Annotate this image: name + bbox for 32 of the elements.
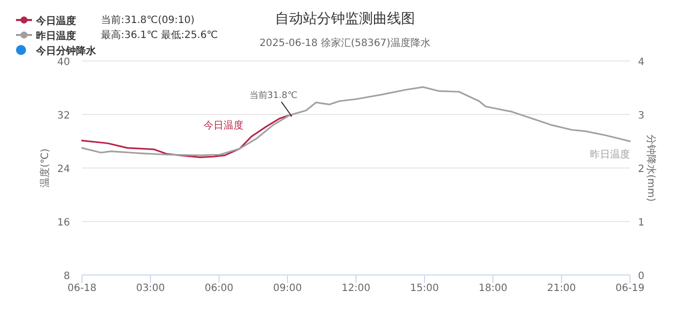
text: 昨日温度 bbox=[590, 149, 630, 160]
y2-tick-label: 0 bbox=[638, 271, 644, 282]
legend-label: 今日温度 bbox=[35, 15, 76, 27]
y-tick-label: 24 bbox=[57, 164, 70, 175]
y-tick-label: 16 bbox=[57, 218, 70, 228]
x-tick-label: 06:00 bbox=[204, 283, 234, 294]
x-tick-label: 03:00 bbox=[136, 283, 165, 294]
y-tick-label: 40 bbox=[57, 57, 70, 68]
y2-axis-title: 分钟降水(mm) bbox=[645, 134, 657, 202]
chart-title: 自动站分钟监测曲线图 bbox=[275, 11, 415, 27]
y2-tick-label: 1 bbox=[638, 218, 644, 228]
x-tick-label: 06-19 bbox=[615, 283, 645, 294]
x-tick-label: 12:00 bbox=[342, 283, 370, 294]
y2-tick-label: 3 bbox=[638, 110, 644, 122]
x-tick-label: 15:00 bbox=[410, 283, 439, 294]
x-tick-label: 06-18 bbox=[67, 283, 97, 294]
x-tick-label: 21:00 bbox=[547, 283, 576, 294]
text: 最高:36.1℃ 最低:25.6℃ bbox=[101, 29, 218, 41]
legend-label: 昨日温度 bbox=[36, 30, 76, 42]
chart-subtitle: 2025-06-18 徐家汇(58367)温度降水 bbox=[260, 37, 430, 49]
annotation: 当前31.8℃ bbox=[249, 90, 298, 101]
y2-tick-label: 4 bbox=[638, 57, 644, 68]
line-series bbox=[81, 114, 292, 158]
y-axis-title: 温度(℃) bbox=[39, 148, 51, 188]
x-tick-label: 18:00 bbox=[478, 283, 508, 294]
y-tick-label: 8 bbox=[64, 271, 70, 282]
legend-label: 今日分钟降水 bbox=[35, 45, 97, 57]
y-tick-label: 32 bbox=[57, 110, 70, 122]
y2-tick-label: 2 bbox=[638, 164, 644, 175]
text: 当前:31.8℃(09:10) bbox=[101, 14, 195, 26]
x-tick-label: 09:00 bbox=[273, 283, 302, 294]
text: 今日温度 bbox=[203, 120, 244, 132]
